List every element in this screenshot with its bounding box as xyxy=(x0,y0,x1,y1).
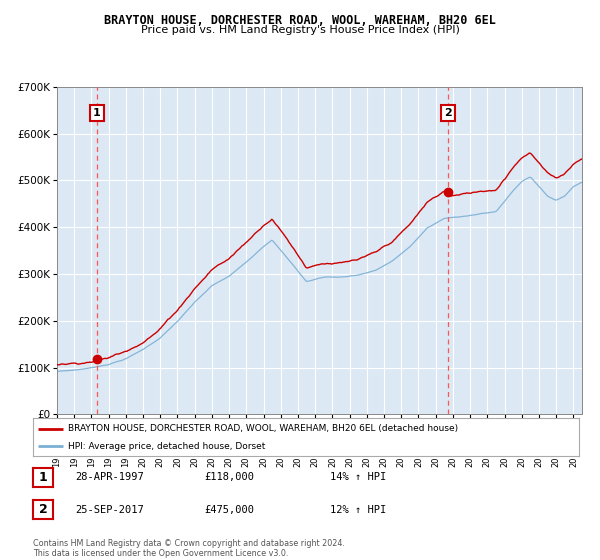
Text: 12% ↑ HPI: 12% ↑ HPI xyxy=(330,505,386,515)
Text: 1: 1 xyxy=(39,470,47,484)
Text: 20: 20 xyxy=(466,457,475,468)
Text: 20: 20 xyxy=(569,457,578,468)
Text: 1: 1 xyxy=(93,108,101,118)
Text: 25-SEP-2017: 25-SEP-2017 xyxy=(75,505,144,515)
Text: 20: 20 xyxy=(139,457,148,468)
Text: 24: 24 xyxy=(551,427,560,438)
Text: 19: 19 xyxy=(87,457,96,468)
Text: 98: 98 xyxy=(104,427,113,438)
Text: 20: 20 xyxy=(551,457,560,468)
Text: 2: 2 xyxy=(39,503,47,516)
Text: 20: 20 xyxy=(535,457,544,468)
Text: Price paid vs. HM Land Registry's House Price Index (HPI): Price paid vs. HM Land Registry's House … xyxy=(140,25,460,35)
Text: 00: 00 xyxy=(139,427,148,438)
Text: 23: 23 xyxy=(535,427,544,438)
Text: 19: 19 xyxy=(466,427,475,438)
Text: 97: 97 xyxy=(87,427,96,438)
Text: 19: 19 xyxy=(104,457,113,468)
Text: 20: 20 xyxy=(483,457,492,468)
Text: 20: 20 xyxy=(242,457,251,468)
Text: £475,000: £475,000 xyxy=(204,505,254,515)
Text: 05: 05 xyxy=(224,427,233,438)
Text: 16: 16 xyxy=(414,427,423,438)
Text: 20: 20 xyxy=(293,457,302,468)
Text: 20: 20 xyxy=(173,457,182,468)
Text: 07: 07 xyxy=(259,427,268,438)
Text: 96: 96 xyxy=(70,427,79,438)
Text: 06: 06 xyxy=(242,427,251,438)
Text: BRAYTON HOUSE, DORCHESTER ROAD, WOOL, WAREHAM, BH20 6EL: BRAYTON HOUSE, DORCHESTER ROAD, WOOL, WA… xyxy=(104,14,496,27)
Text: 20: 20 xyxy=(517,457,526,468)
Text: 2: 2 xyxy=(445,108,452,118)
Text: 15: 15 xyxy=(397,427,406,438)
Text: 19: 19 xyxy=(53,457,62,468)
Text: 01: 01 xyxy=(156,427,165,438)
Text: 20: 20 xyxy=(208,457,217,468)
Text: 12: 12 xyxy=(345,427,354,438)
Text: 20: 20 xyxy=(380,457,389,468)
Text: 20: 20 xyxy=(224,457,233,468)
Text: 20: 20 xyxy=(362,457,371,468)
Text: 20: 20 xyxy=(311,457,320,468)
Text: 04: 04 xyxy=(208,427,217,438)
Text: 20: 20 xyxy=(431,457,440,468)
Text: 13: 13 xyxy=(362,427,371,438)
Text: 20: 20 xyxy=(500,457,509,468)
Text: 20: 20 xyxy=(345,457,354,468)
Text: HPI: Average price, detached house, Dorset: HPI: Average price, detached house, Dors… xyxy=(68,442,266,451)
Text: 95: 95 xyxy=(53,427,62,438)
Text: 21: 21 xyxy=(500,427,509,438)
Text: 14: 14 xyxy=(380,427,389,438)
Text: 17: 17 xyxy=(431,427,440,438)
Text: 09: 09 xyxy=(293,427,302,438)
Text: 25: 25 xyxy=(569,427,578,438)
Text: 20: 20 xyxy=(448,457,457,468)
Text: 19: 19 xyxy=(70,457,79,468)
Text: £118,000: £118,000 xyxy=(204,472,254,482)
Text: 03: 03 xyxy=(190,427,199,438)
Text: 20: 20 xyxy=(156,457,165,468)
Text: 10: 10 xyxy=(311,427,320,438)
Text: 11: 11 xyxy=(328,427,337,438)
Text: 14% ↑ HPI: 14% ↑ HPI xyxy=(330,472,386,482)
Text: 20: 20 xyxy=(414,457,423,468)
Text: 20: 20 xyxy=(276,457,285,468)
Text: 19: 19 xyxy=(121,457,130,468)
Text: 99: 99 xyxy=(121,427,130,438)
Text: BRAYTON HOUSE, DORCHESTER ROAD, WOOL, WAREHAM, BH20 6EL (detached house): BRAYTON HOUSE, DORCHESTER ROAD, WOOL, WA… xyxy=(68,424,458,433)
Text: 20: 20 xyxy=(397,457,406,468)
Text: 08: 08 xyxy=(276,427,285,438)
Text: 20: 20 xyxy=(328,457,337,468)
Text: 20: 20 xyxy=(259,457,268,468)
Text: Contains HM Land Registry data © Crown copyright and database right 2024.
This d: Contains HM Land Registry data © Crown c… xyxy=(33,539,345,558)
Text: 02: 02 xyxy=(173,427,182,438)
Text: 20: 20 xyxy=(190,457,199,468)
Text: 20: 20 xyxy=(483,427,492,438)
Text: 18: 18 xyxy=(448,427,457,438)
Text: 28-APR-1997: 28-APR-1997 xyxy=(75,472,144,482)
Text: 22: 22 xyxy=(517,427,526,438)
